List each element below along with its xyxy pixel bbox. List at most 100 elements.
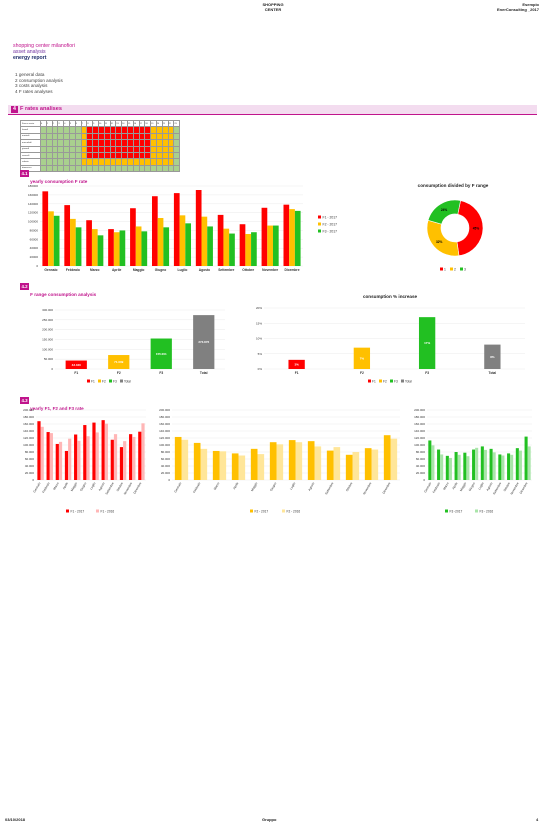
yearly-consumption-chart: 0 20000 40000 60000 80000 100000 120000 140000 1…: [28, 184, 337, 272]
bar: [138, 431, 142, 480]
subsection-number: 4.3: [20, 397, 30, 404]
legend-swatch: [318, 215, 321, 219]
subsection-title: yearly F1, F2 and F3 rate: [30, 406, 84, 411]
grid-cell: [167, 164, 175, 173]
bar: [163, 227, 170, 266]
x-tick-label: F2: [117, 371, 121, 375]
y-tick-label: 0: [51, 367, 53, 371]
toc-item[interactable]: 2 consumption analysis: [15, 77, 63, 83]
bar: [108, 355, 130, 369]
legend-swatch: [460, 267, 463, 271]
data-label: 155.001: [156, 352, 167, 356]
title-line3: energy report: [13, 55, 47, 61]
bar: [276, 444, 284, 480]
grid-cell: [51, 164, 59, 173]
footer-date: 03/10/2018: [5, 817, 26, 822]
bar: [132, 436, 136, 480]
bar: [151, 196, 158, 266]
toc-item[interactable]: 4 F rates analyses: [15, 88, 53, 94]
y-tick-label: 0: [168, 478, 170, 482]
report-title: shopping center milanofiori asset analys…: [13, 43, 75, 61]
subsection-header: 4.1yearly consumption F rate: [20, 170, 87, 184]
donut-slice: [456, 200, 484, 257]
bar: [37, 421, 41, 480]
y-tick-label: 0%: [258, 367, 263, 371]
grid-hour-header: 16: [132, 119, 140, 128]
legend-swatch: [66, 509, 69, 513]
y-tick-label: 80.000: [25, 450, 35, 454]
subsection-title: yearly consumption F rate: [30, 179, 88, 184]
bar: [353, 347, 371, 369]
x-tick-label: Giugno: [79, 481, 87, 492]
x-tick-label: Agosto: [97, 481, 105, 491]
grid-hour-header: 23: [173, 119, 181, 128]
bar: [42, 191, 49, 266]
bar: [307, 441, 315, 480]
bar: [272, 225, 279, 266]
bar: [97, 235, 104, 266]
x-tick-label: Luglio: [89, 481, 97, 490]
bar: [428, 440, 432, 480]
x-tick-label: Marzo: [52, 481, 60, 491]
bar: [480, 446, 484, 480]
toc-item[interactable]: 3 costs analysis: [15, 83, 48, 89]
bar: [314, 446, 322, 480]
legend-swatch: [87, 379, 90, 383]
bar: [40, 426, 44, 480]
bar: [157, 218, 164, 266]
y-tick-label: 80000: [30, 228, 39, 232]
bar: [257, 454, 265, 480]
y-tick-label: 160.000: [23, 422, 34, 426]
bar: [333, 447, 341, 480]
bar: [200, 448, 208, 480]
data-label: 273.876: [198, 340, 209, 344]
bar: [245, 234, 252, 266]
title-line2: asset analysis: [13, 49, 46, 55]
donut-slice: [427, 199, 461, 225]
x-tick-label: Novembre: [362, 481, 373, 495]
bar: [492, 452, 496, 480]
toc-item[interactable]: 1 general data: [15, 72, 45, 77]
grid-cell: [173, 164, 181, 173]
x-tick-label: Dicembre: [519, 481, 529, 494]
y-tick-label: 200.000: [414, 408, 425, 412]
x-tick-label: Agosto: [199, 268, 210, 272]
y-tick-label: 180.000: [414, 415, 425, 419]
f-range-consumption-chart: 0 50.000 100.000 150.000 200.000 250.000 300.0…: [42, 308, 225, 384]
bar: [289, 209, 295, 266]
x-tick-label: F1: [295, 371, 299, 375]
grid-hour-header: 20: [155, 119, 163, 128]
x-tick-label: Dicembre: [132, 481, 142, 494]
bar: [518, 450, 522, 480]
y-tick-label: 5%: [258, 352, 263, 356]
bar: [64, 450, 69, 480]
footer-page: 4: [536, 817, 539, 822]
bar: [472, 449, 476, 480]
bar: [83, 425, 87, 480]
grid-cell: [144, 164, 152, 173]
bar: [383, 435, 391, 480]
f1-yearly-chart: 0 20.000 40.000 60.000 80.000 100.000 120.000 1…: [23, 408, 146, 514]
x-tick-label: Dicembre: [285, 268, 300, 272]
bar: [55, 443, 59, 480]
f3-yearly-chart: 0 20.000 40.000 60.000 80.000 100.000 120.000 1…: [414, 408, 532, 514]
data-label: 3%: [294, 362, 299, 366]
bar: [119, 230, 126, 266]
grid-cell: [138, 164, 146, 173]
x-tick-label: Settembre: [324, 481, 335, 495]
legend-swatch: [379, 379, 382, 383]
bar: [219, 451, 227, 480]
legend-label: F2: [383, 380, 387, 384]
consumption-donut-chart: 45% 32% 24% 1 2 3: [426, 199, 484, 272]
bar: [86, 220, 92, 266]
legend-label: F2: [102, 380, 106, 384]
bar: [238, 455, 246, 480]
bar: [48, 211, 54, 266]
data-label: 7%: [360, 356, 365, 360]
data-label: 8%: [490, 355, 495, 359]
legend-swatch: [440, 267, 443, 271]
x-tick-label: F1: [74, 371, 78, 375]
section-title: F rates analises: [20, 106, 62, 112]
bar: [501, 455, 505, 480]
x-tick-label: Maggio: [250, 481, 259, 492]
